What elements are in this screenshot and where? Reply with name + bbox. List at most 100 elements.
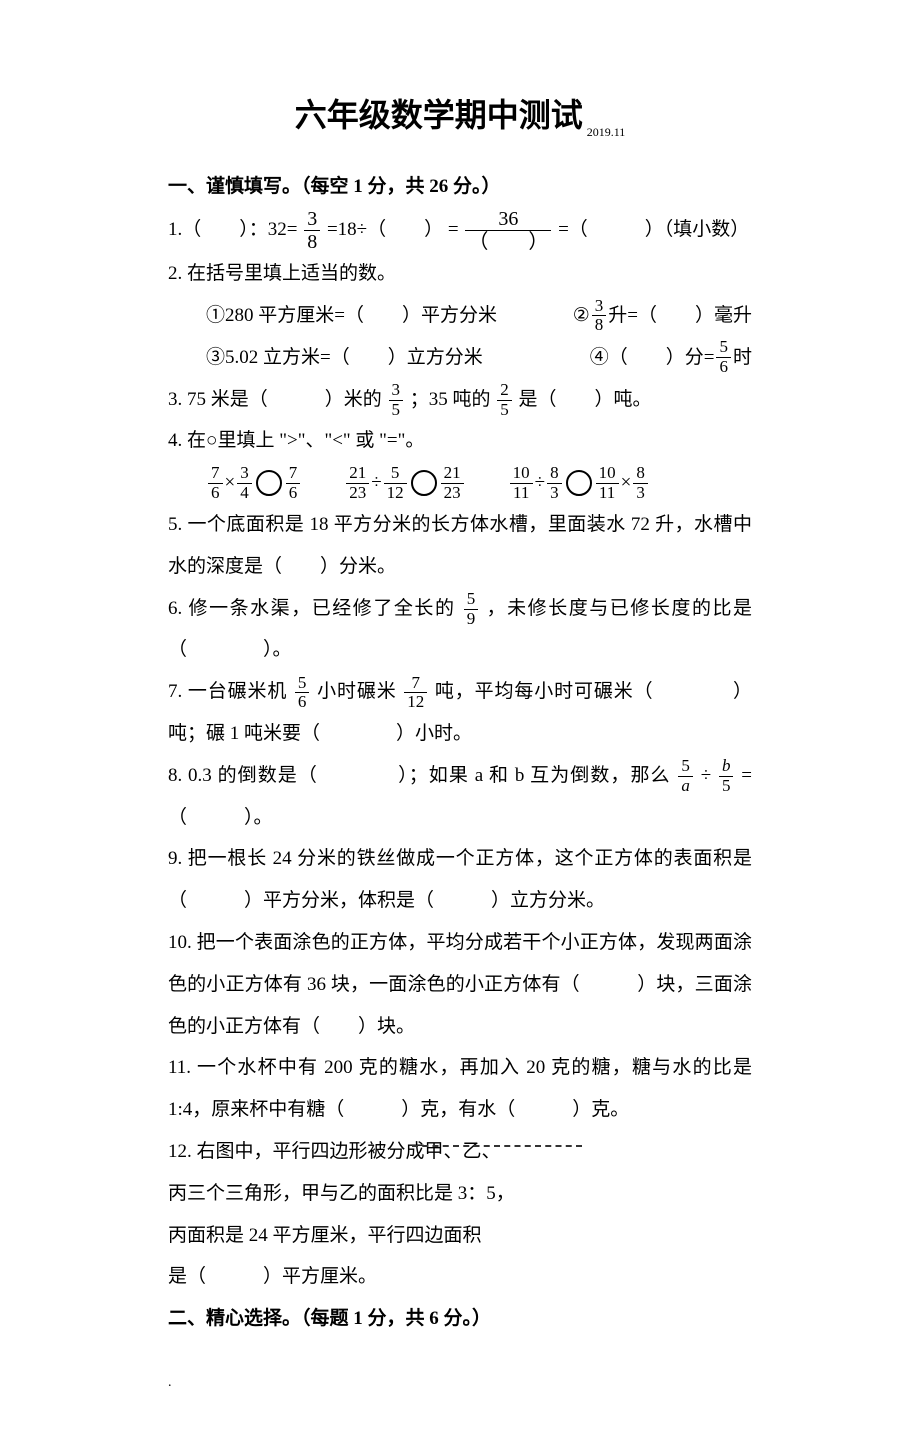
- frac-num: 5: [295, 674, 310, 694]
- frac-den: 9: [464, 610, 479, 629]
- frac-num: 5: [384, 464, 407, 484]
- frac: 2 5: [497, 381, 512, 419]
- frac-num: b: [719, 757, 734, 777]
- question-12-line2: 丙三个三角形，甲与乙的面积比是 3：5，: [168, 1173, 752, 1215]
- frac-den: a: [678, 777, 693, 796]
- txt: 是（ ）吨。: [519, 389, 652, 410]
- txt: ②: [573, 295, 590, 337]
- frac-num: 5: [678, 757, 693, 777]
- question-10: 10. 把一个表面涂色的正方体，平均分成若干个小正方体，发现两面涂色的小正方体有…: [168, 922, 752, 1047]
- frac: 5 6: [295, 674, 310, 712]
- txt: 7. 一台碾米机: [168, 681, 287, 702]
- frac-den: 4: [237, 484, 252, 503]
- q1-tail: =（ ）（填小数）: [558, 219, 749, 240]
- frac-den: 23: [346, 484, 369, 503]
- op: ÷: [535, 462, 545, 504]
- question-12-line3: 丙面积是 24 平方厘米，平行四边面积: [168, 1215, 752, 1257]
- question-8: 8. 0.3 的倒数是（ ）；如果 a 和 b 互为倒数，那么 5 a ÷ b …: [168, 755, 752, 839]
- frac-num: 10: [510, 464, 533, 484]
- frac-den: 6: [716, 358, 731, 377]
- frac-num: 8: [633, 464, 648, 484]
- txt: ；35 吨的: [410, 389, 491, 410]
- frac-num: 21: [346, 464, 369, 484]
- frac-num: 3: [237, 464, 252, 484]
- question-3: 3. 75 米是（ ）米的 3 5 ；35 吨的 2 5 是（ ）吨。: [168, 379, 752, 421]
- q1-lead: 1.（ ）：32=: [168, 219, 297, 240]
- frac-num: 7: [404, 674, 427, 694]
- frac-num: 7: [208, 464, 223, 484]
- frac: 5 9: [464, 590, 479, 628]
- question-2-row2: ③5.02 立方米=（ ）立方分米 ④（ ）分= 5 6 时: [206, 337, 752, 379]
- op: ÷: [371, 462, 381, 504]
- frac-num: 36: [465, 208, 551, 231]
- frac-den: 23: [441, 484, 464, 503]
- q1-mid: =18÷（ ） =: [327, 219, 463, 240]
- frac-den: 6: [295, 693, 310, 712]
- txt: 小时碾米: [317, 681, 397, 702]
- question-7: 7. 一台碾米机 5 6 小时碾米 7 12 吨，平均每小时可碾米（ ）吨；碾 …: [168, 671, 752, 755]
- frac-den: 5: [497, 401, 512, 420]
- frac: 3 5: [389, 381, 404, 419]
- frac-den: 6: [208, 484, 223, 503]
- q4-expr3: 1011 ÷ 83 1011 × 83: [508, 462, 650, 504]
- frac: 3 8: [592, 297, 607, 335]
- frac-num: 21: [441, 464, 464, 484]
- txt: ④（ ）分=: [590, 337, 715, 379]
- q2-r1-left: ①280 平方厘米=（ ）平方分米: [206, 295, 497, 337]
- txt: 8. 0.3 的倒数是（ ）；如果 a 和 b 互为倒数，那么: [168, 765, 671, 786]
- op: ×: [621, 462, 632, 504]
- q4-expr2: 2123 ÷ 512 2123: [344, 462, 465, 504]
- op: ÷: [701, 765, 711, 786]
- frac-num: 3: [592, 297, 607, 317]
- section2-heading: 二、精心选择。（每题 1 分，共 6 分。）: [168, 1298, 752, 1340]
- frac: 5 a: [678, 757, 693, 795]
- question-12-line1: 12. 右图中，平行四边形被分成甲、乙、: [168, 1131, 752, 1173]
- q1-frac2: 36 （ ）: [465, 208, 551, 253]
- frac-den: （ ）: [465, 231, 551, 253]
- page-title: 六年级数学期中测试: [295, 80, 583, 150]
- footer-dot: .: [168, 1368, 752, 1399]
- frac-num: 5: [464, 590, 479, 610]
- q2-r1-right: ② 3 8 升=（ ）毫升: [573, 295, 752, 337]
- frac-num: 2: [497, 381, 512, 401]
- frac-den: 3: [633, 484, 648, 503]
- frac-den: 6: [286, 484, 301, 503]
- question-5: 5. 一个底面积是 18 平方分米的长方体水槽，里面装水 72 升，水槽中水的深…: [168, 504, 752, 588]
- frac-num: 8: [547, 464, 562, 484]
- frac-den: 12: [404, 693, 427, 712]
- question-6: 6. 修一条水渠，已经修了全长的 5 9 ，未修长度与已修长度的比是（ ）。: [168, 588, 752, 672]
- txt: 6. 修一条水渠，已经修了全长的: [168, 598, 456, 619]
- figure-placeholder-icon: [412, 1145, 582, 1147]
- question-4-lead: 4. 在○里填上 ">"、"<" 或 "="。: [168, 420, 752, 462]
- frac: b 5: [719, 757, 734, 795]
- frac-den: 12: [384, 484, 407, 503]
- q1-frac1: 3 8: [304, 208, 320, 253]
- question-9: 9. 把一根长 24 分米的铁丝做成一个正方体，这个正方体的表面积是（ ）平方分…: [168, 838, 752, 922]
- frac-den: 11: [596, 484, 619, 503]
- question-4-exprs: 76 × 34 76 2123 ÷ 512 2123 1011 ÷ 83 101…: [206, 462, 752, 504]
- question-1: 1.（ ）：32= 3 8 =18÷（ ） = 36 （ ） =（ ）（填小数）: [168, 208, 752, 253]
- frac-den: 8: [304, 231, 320, 253]
- question-2-row1: ①280 平方厘米=（ ）平方分米 ② 3 8 升=（ ）毫升: [206, 295, 752, 337]
- frac-den: 3: [547, 484, 562, 503]
- txt: 升=（ ）毫升: [608, 295, 752, 337]
- frac-den: 5: [389, 401, 404, 420]
- frac-num: 7: [286, 464, 301, 484]
- frac-den: 8: [592, 316, 607, 335]
- op: ×: [225, 462, 236, 504]
- compare-circle-icon: [411, 470, 437, 496]
- question-12-line4: 是（ ）平方厘米。: [168, 1256, 752, 1298]
- txt: 时: [733, 337, 752, 379]
- question-2-lead: 2. 在括号里填上适当的数。: [168, 253, 752, 295]
- section1-heading: 一、谨慎填写。（每空 1 分，共 26 分。）: [168, 166, 752, 208]
- frac-den: 11: [510, 484, 533, 503]
- frac-num: 3: [389, 381, 404, 401]
- q4-expr1: 76 × 34 76: [206, 462, 302, 504]
- q2-r2-right: ④（ ）分= 5 6 时: [590, 337, 752, 379]
- frac-num: 5: [716, 338, 731, 358]
- frac-num: 3: [304, 208, 320, 231]
- exam-date: 2019.11: [587, 125, 626, 139]
- question-11: 11. 一个水杯中有 200 克的糖水，再加入 20 克的糖，糖与水的比是 1:…: [168, 1047, 752, 1131]
- frac: 7 12: [404, 674, 427, 712]
- frac: 5 6: [716, 338, 731, 376]
